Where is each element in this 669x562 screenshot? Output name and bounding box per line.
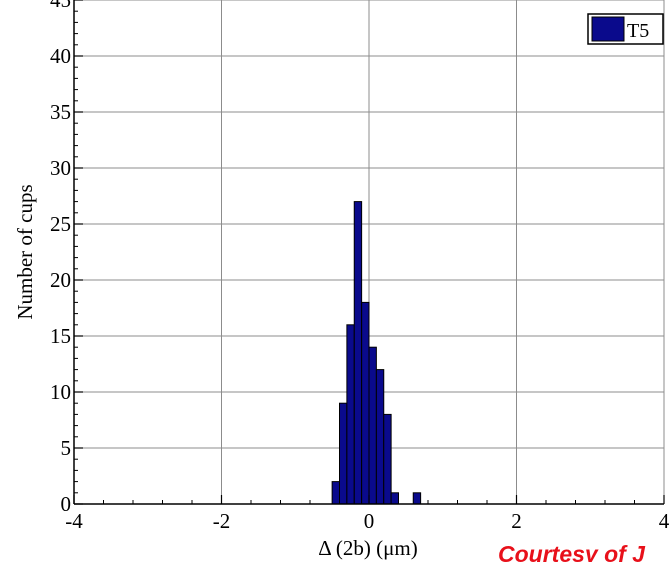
histogram-bar bbox=[339, 402, 348, 505]
legend: T5 bbox=[587, 13, 664, 45]
y-axis-label: Number of cups bbox=[13, 184, 37, 319]
legend-swatch bbox=[591, 16, 625, 42]
y-tick-label: 30 bbox=[50, 156, 71, 180]
histogram-bar bbox=[346, 324, 355, 505]
y-tick-label: 10 bbox=[50, 380, 71, 404]
axes bbox=[73, 0, 665, 505]
y-tick-label: 25 bbox=[50, 212, 71, 236]
y-tick-label: 5 bbox=[61, 436, 72, 460]
y-tick-label: 15 bbox=[50, 324, 71, 348]
y-tick-label: 0 bbox=[61, 492, 72, 516]
x-tick-label: 2 bbox=[511, 509, 522, 533]
histogram-bar bbox=[368, 346, 377, 505]
histogram-bar bbox=[331, 481, 340, 505]
histogram-bar bbox=[353, 201, 363, 505]
legend-label: T5 bbox=[627, 20, 649, 42]
y-tick-label: 20 bbox=[50, 268, 71, 292]
histogram-bars bbox=[331, 201, 422, 505]
x-tick-label: -4 bbox=[65, 509, 83, 533]
x-axis-label: Δ (2b) (μm) bbox=[318, 536, 417, 560]
histogram-bar bbox=[390, 492, 399, 505]
x-tick-label: 4 bbox=[659, 509, 669, 533]
courtesy-watermark: Courtesy of J bbox=[498, 541, 646, 562]
y-tick-label: 45 bbox=[50, 0, 71, 12]
y-tick-label: 35 bbox=[50, 100, 71, 124]
histogram-bar bbox=[361, 301, 370, 505]
histogram-bar bbox=[412, 492, 422, 505]
histogram-bar bbox=[383, 413, 392, 505]
x-tick-label: 0 bbox=[364, 509, 375, 533]
x-tick-label: -2 bbox=[213, 509, 231, 533]
histogram-bar bbox=[375, 369, 385, 505]
tick-labels: 0 5 10 15 20 25 30 35 40 45 -4 -2 0 2 4 bbox=[50, 0, 669, 533]
y-tick-label: 40 bbox=[50, 44, 71, 68]
